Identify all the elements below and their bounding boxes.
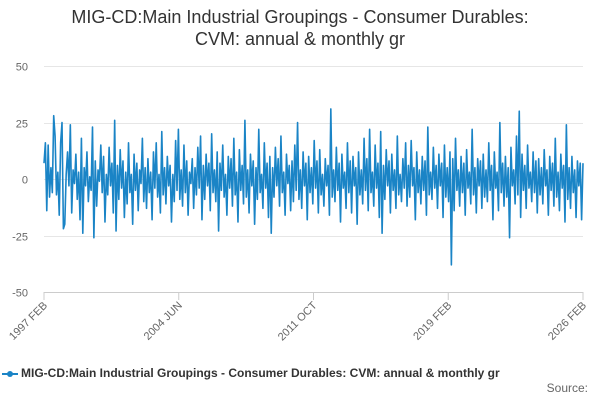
chart-title-line-1: MIG-CD:Main Industrial Groupings - Consu… (71, 7, 529, 27)
legend-label[interactable]: MIG-CD:Main Industrial Groupings - Consu… (21, 366, 500, 380)
y-tick-label: 25 (16, 119, 28, 131)
y-tick-label: -25 (12, 232, 28, 244)
x-tick-label: 2019 FEB (411, 300, 454, 343)
y-tick-label: 0 (22, 175, 28, 187)
y-tick-label: -50 (12, 288, 28, 300)
x-tick-label: 2011 OCT (276, 299, 320, 343)
chart-title: MIG-CD:Main Industrial Groupings - Consu… (0, 6, 600, 50)
y-tick-label: 50 (16, 62, 28, 74)
x-tick-label: 2004 JUN (142, 300, 185, 343)
series-layer (43, 108, 584, 266)
chart-title-line-2: CVM: annual & monthly gr (194, 29, 406, 49)
source-label: Source: (546, 381, 588, 395)
legend[interactable]: MIG-CD:Main Industrial Groupings - Consu… (0, 366, 600, 382)
x-tick-label: 2026 FEB (546, 300, 589, 343)
x-tick-label: 1997 FEB (7, 300, 50, 343)
legend-marker-icon (7, 371, 13, 377)
series-line-0[interactable] (43, 108, 584, 266)
